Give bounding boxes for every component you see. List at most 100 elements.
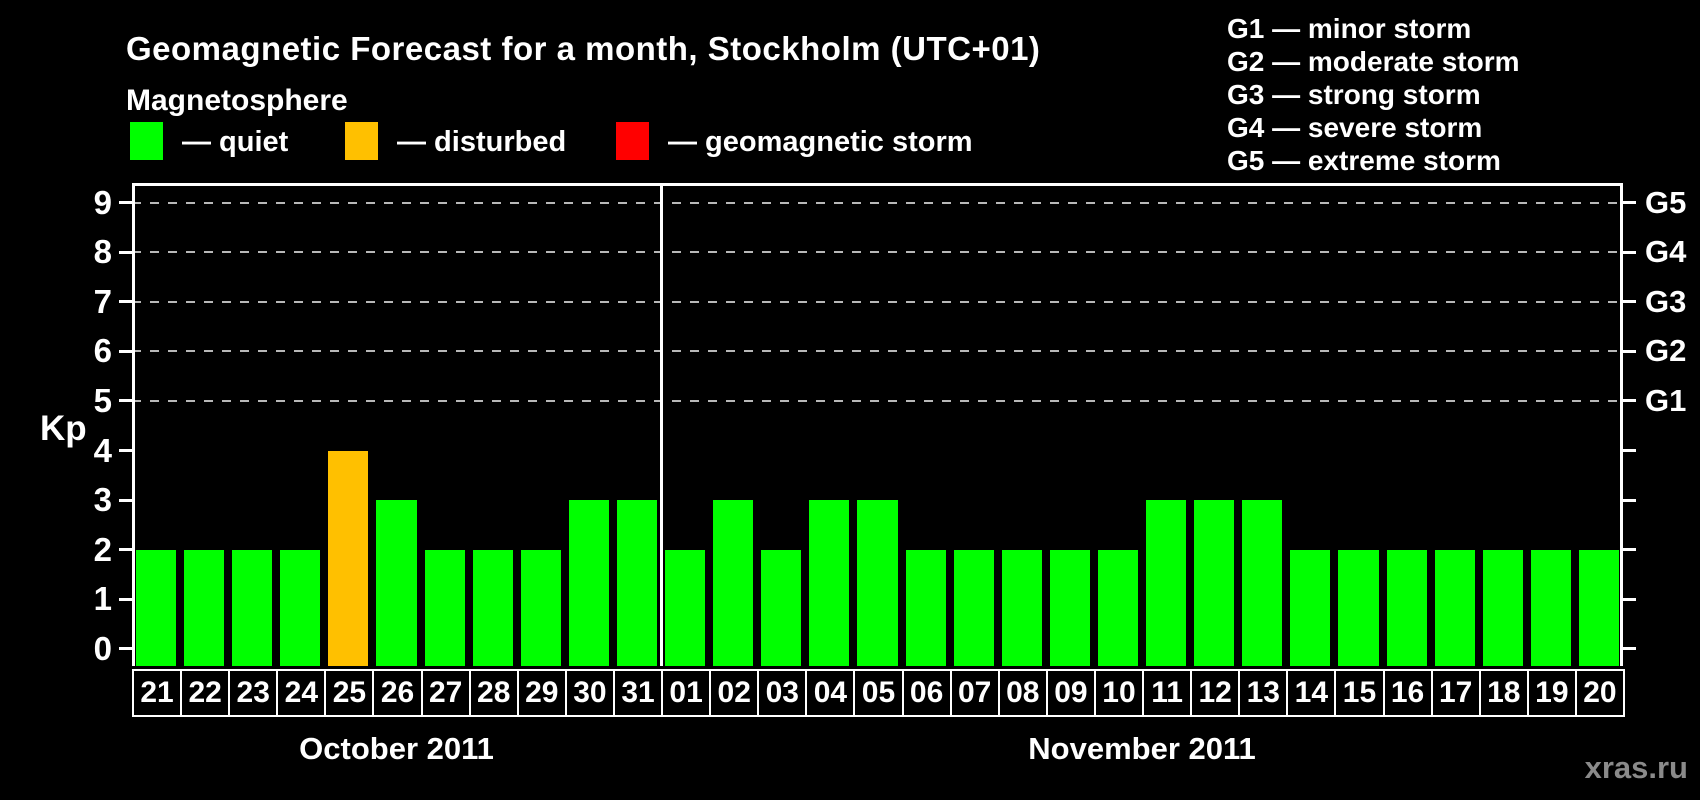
day-label-17: 17 xyxy=(1430,669,1481,717)
day-label-25: 25 xyxy=(324,669,375,717)
y-tick-right-6 xyxy=(1623,349,1636,353)
day-label-23: 23 xyxy=(228,669,279,717)
y-axis-line xyxy=(132,183,135,666)
y-tick-right-5 xyxy=(1623,399,1636,403)
day-label-05: 05 xyxy=(853,669,904,717)
day-label-15: 15 xyxy=(1334,669,1385,717)
y-tick-right-0 xyxy=(1623,647,1636,651)
legend-label-quiet: — quiet xyxy=(182,126,289,158)
gridline-kp6 xyxy=(132,350,1623,353)
y-tick-right-8 xyxy=(1623,250,1636,254)
g5-legend-line: G5 — extreme storm xyxy=(1227,145,1501,176)
y-tick-left-8 xyxy=(119,250,132,254)
quiet-color-swatch xyxy=(130,122,163,160)
day-label-06: 06 xyxy=(901,669,952,717)
day-label-08: 08 xyxy=(997,669,1048,717)
y-tick-label-2: 2 xyxy=(93,530,112,568)
kp-bar-october-28 xyxy=(472,549,513,666)
g-axis-label-g1: G1 xyxy=(1645,382,1687,418)
y-tick-right-2 xyxy=(1623,548,1636,552)
kp-bar-october-23 xyxy=(232,549,273,666)
day-label-29: 29 xyxy=(516,669,567,717)
day-label-13: 13 xyxy=(1238,669,1289,717)
legend-label-disturbed: — disturbed xyxy=(397,126,567,158)
day-label-24: 24 xyxy=(276,669,327,717)
y-tick-left-3 xyxy=(119,498,132,502)
plot-top-border xyxy=(132,183,1623,186)
day-label-19: 19 xyxy=(1526,669,1577,717)
right-axis-line xyxy=(1620,183,1623,666)
day-label-31: 31 xyxy=(612,669,664,717)
gridline-kp8 xyxy=(132,251,1623,254)
day-label-04: 04 xyxy=(805,669,856,717)
kp-bar-november-20 xyxy=(1578,549,1619,666)
day-label-09: 09 xyxy=(1045,669,1096,717)
kp-bar-november-17 xyxy=(1434,549,1475,666)
y-tick-label-9: 9 xyxy=(93,183,112,221)
kp-bar-october-26 xyxy=(376,500,417,666)
y-tick-label-7: 7 xyxy=(93,282,112,320)
day-label-02: 02 xyxy=(709,669,760,717)
y-tick-left-0 xyxy=(119,647,132,651)
day-label-11: 11 xyxy=(1142,669,1193,717)
day-label-26: 26 xyxy=(372,669,423,717)
magnetosphere-legend-title: Magnetosphere xyxy=(126,84,348,117)
watermark: xras.ru xyxy=(1584,750,1688,785)
day-label-18: 18 xyxy=(1478,669,1529,717)
storm-color-swatch xyxy=(616,122,649,160)
y-tick-right-1 xyxy=(1623,597,1636,601)
g-axis-label-g4: G4 xyxy=(1645,234,1687,270)
kp-bar-november-05 xyxy=(857,500,898,666)
kp-bar-november-02 xyxy=(713,500,754,666)
kp-bar-november-01 xyxy=(665,549,706,666)
y-tick-left-5 xyxy=(119,399,132,403)
y-tick-right-4 xyxy=(1623,449,1636,452)
day-label-10: 10 xyxy=(1093,669,1145,717)
y-tick-label-0: 0 xyxy=(93,629,112,667)
day-label-07: 07 xyxy=(949,669,1000,717)
y-tick-right-7 xyxy=(1623,300,1636,304)
kp-bar-november-06 xyxy=(905,549,946,666)
day-label-03: 03 xyxy=(757,669,808,717)
day-label-20: 20 xyxy=(1574,669,1625,717)
y-tick-right-9 xyxy=(1623,201,1636,205)
g2-legend-line: G2 — moderate storm xyxy=(1227,46,1520,77)
kp-bar-october-31 xyxy=(616,500,658,666)
y-tick-label-6: 6 xyxy=(93,332,112,370)
kp-bar-october-24 xyxy=(280,549,321,666)
y-tick-left-1 xyxy=(119,597,132,601)
y-tick-label-3: 3 xyxy=(93,481,112,519)
g-axis-label-g3: G3 xyxy=(1645,283,1687,319)
day-label-27: 27 xyxy=(420,669,471,717)
g4-legend-line: G4 — severe storm xyxy=(1227,112,1483,143)
kp-bar-november-10 xyxy=(1097,549,1139,666)
kp-bar-november-19 xyxy=(1530,549,1571,666)
y-tick-label-5: 5 xyxy=(93,381,112,419)
day-label-21: 21 xyxy=(132,669,183,717)
g3-legend-line: G3 — strong storm xyxy=(1227,79,1481,110)
kp-bar-october-22 xyxy=(184,549,225,666)
day-label-22: 22 xyxy=(180,669,231,717)
kp-bar-november-11 xyxy=(1146,500,1187,666)
kp-bar-november-12 xyxy=(1194,500,1235,666)
day-label-12: 12 xyxy=(1190,669,1241,717)
day-label-28: 28 xyxy=(468,669,519,717)
kp-bar-november-13 xyxy=(1242,500,1283,666)
day-label-16: 16 xyxy=(1382,669,1433,717)
kp-bar-october-21 xyxy=(136,549,177,666)
y-tick-left-9 xyxy=(119,201,132,205)
kp-bar-october-30 xyxy=(568,500,609,666)
kp-bar-november-09 xyxy=(1049,549,1090,666)
g-axis-label-g2: G2 xyxy=(1645,333,1687,369)
kp-bar-chart-plot: Kp 21 22 23 24 25 26 27 28 29 30 31 October 2011 01 0… xyxy=(40,183,1686,766)
kp-bar-october-29 xyxy=(520,549,561,666)
day-label-14: 14 xyxy=(1286,669,1337,717)
y-tick-right-3 xyxy=(1623,498,1636,502)
g-axis-label-g5: G5 xyxy=(1645,184,1687,220)
kp-bar-november-04 xyxy=(809,500,850,666)
month-label-october: October 2011 xyxy=(299,731,494,766)
month-separator-line xyxy=(659,183,663,666)
y-tick-label-8: 8 xyxy=(93,233,112,271)
y-tick-label-1: 1 xyxy=(93,580,112,618)
gridline-kp9 xyxy=(132,201,1623,204)
